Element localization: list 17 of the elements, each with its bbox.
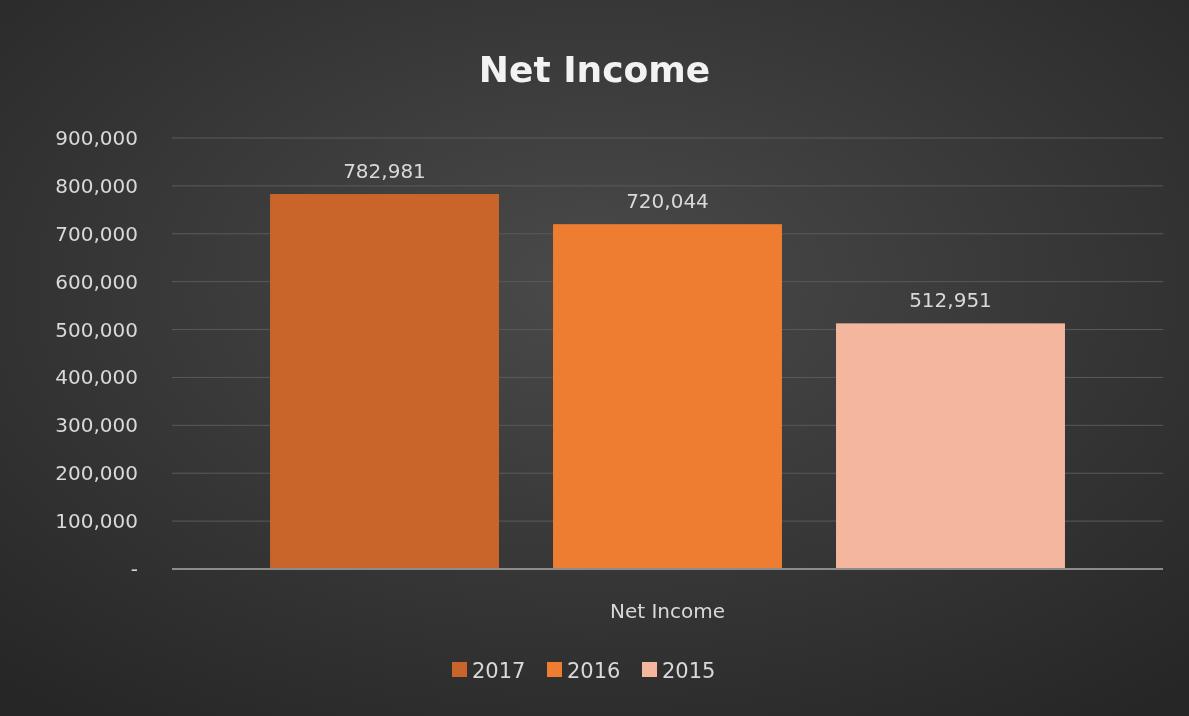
- data-label: 720,044: [626, 189, 709, 214]
- legend-label: 2015: [662, 659, 716, 683]
- y-tick-label: 600,000: [55, 269, 138, 294]
- legend-label: 2016: [567, 659, 621, 683]
- data-label: 782,981: [343, 159, 426, 184]
- data-label: 512,951: [909, 288, 992, 313]
- y-tick-label: 100,000: [55, 509, 138, 534]
- chart-title: Net Income: [478, 49, 711, 90]
- legend-label: 2017: [472, 659, 526, 683]
- y-tick-label: 200,000: [55, 461, 138, 486]
- y-tick-label: 500,000: [55, 317, 138, 342]
- y-tick-label: 900,000: [55, 126, 138, 150]
- y-tick-label: 300,000: [55, 413, 138, 438]
- y-tick-label: 400,000: [55, 365, 138, 390]
- y-tick-label: -: [130, 557, 138, 581]
- y-tick-label: 800,000: [55, 173, 138, 198]
- y-tick-label: 700,000: [55, 221, 138, 246]
